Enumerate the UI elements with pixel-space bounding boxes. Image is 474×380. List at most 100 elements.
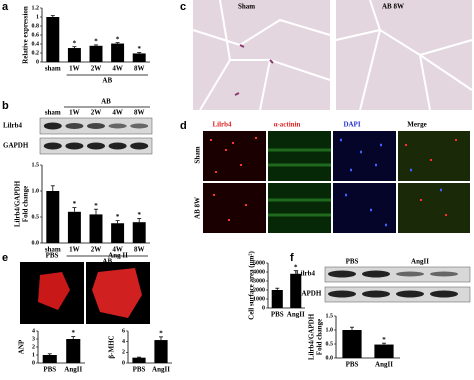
band <box>396 290 424 298</box>
lane-label: 2W <box>91 109 102 117</box>
x-tick-label: AngII <box>152 366 170 374</box>
y-tick-label: 0.0 <box>326 355 334 361</box>
y-tick-label: 4 <box>32 328 35 334</box>
x-tick-label: AngII <box>375 361 393 369</box>
row-label: GAPDH <box>3 142 29 150</box>
micrograph <box>398 131 470 181</box>
y-tick-label: 2 <box>122 350 125 356</box>
nuclei <box>340 138 442 227</box>
y-tick-label: 0 <box>36 59 39 65</box>
cell <box>38 272 70 310</box>
bar <box>111 223 125 243</box>
y-tick-label: 4 <box>122 339 125 345</box>
significance: * <box>73 200 77 208</box>
image-label: PBS <box>46 252 59 260</box>
y-axis-label: Fold change <box>316 319 324 355</box>
bar <box>66 339 81 363</box>
lane-label: sham <box>45 109 61 117</box>
x-tick-label: sham <box>45 65 61 73</box>
bar <box>46 191 60 243</box>
lane-label: 8W <box>134 109 145 117</box>
micrograph <box>268 183 331 233</box>
significance: * <box>73 39 77 47</box>
y-tick-label: 0 <box>122 360 125 366</box>
x-tick-label: AngII <box>64 366 82 374</box>
x-tick-label: PBS <box>43 366 56 374</box>
x-tick-label: PBS <box>133 366 146 374</box>
row-label: Sham <box>194 146 202 163</box>
significance: * <box>294 263 298 271</box>
y-tick-label: 3000 <box>253 278 265 284</box>
bar <box>42 355 57 363</box>
x-tick-label: 1W <box>69 246 80 254</box>
histology: Sham AB 8W <box>192 0 473 111</box>
y-axis-label: Lilrb4/GAPDH <box>14 180 22 227</box>
row-label: GAPDH <box>296 290 322 298</box>
bar <box>46 17 60 62</box>
micrograph <box>398 183 470 233</box>
row-label: AB 8W <box>194 197 202 219</box>
y-tick-label: 0.5 <box>326 341 334 347</box>
y-tick-label: 0.5 <box>32 214 40 220</box>
row-label: Lilrb4 <box>296 270 316 278</box>
significance: * <box>116 213 120 221</box>
x-tick-label: PBS <box>346 361 359 369</box>
y-tick-label: 0.6 <box>32 32 40 38</box>
band <box>430 290 458 298</box>
image-label: Sham <box>238 3 255 11</box>
band <box>130 123 149 129</box>
band <box>87 142 105 150</box>
bar <box>67 211 81 243</box>
y-tick-label: 1.0 <box>326 327 334 333</box>
cell <box>92 268 142 318</box>
y-tick-label: 1.2 <box>32 5 40 11</box>
bar <box>271 290 283 308</box>
group-label: AB <box>102 258 112 266</box>
band <box>362 290 390 298</box>
x-tick-label: 4W <box>112 65 123 73</box>
y-tick-label: 3 <box>32 336 35 342</box>
stain <box>234 44 274 96</box>
lane-label: PBS <box>346 258 359 266</box>
panel-label: f <box>290 252 294 264</box>
y-tick-label: 1.0 <box>32 188 40 194</box>
signal <box>210 137 457 221</box>
y-tick-label: 0 <box>32 360 35 366</box>
panel-label: b <box>2 100 9 112</box>
micrograph <box>193 0 330 110</box>
x-tick-label: 2W <box>91 246 102 254</box>
bar <box>132 222 146 243</box>
band <box>130 142 149 150</box>
bar <box>89 45 103 62</box>
y-tick-label: 5000 <box>253 260 265 266</box>
panel-label: d <box>180 120 187 132</box>
bar <box>132 357 146 363</box>
y-tick-label: 0.2 <box>32 50 40 56</box>
cell-images: PBS Ang II <box>20 252 150 324</box>
micrograph <box>268 131 331 181</box>
band <box>108 123 127 129</box>
y-axis-label: Fold change <box>22 186 30 222</box>
bar <box>89 214 103 243</box>
y-axis-label: Lilrb4/GAPDH <box>308 313 316 360</box>
x-tick-label: 1W <box>69 65 80 73</box>
x-tick-label: sham <box>45 246 61 254</box>
y-tick-label: 0.4 <box>32 41 40 47</box>
significance: * <box>382 336 386 344</box>
column-label: α-actinin <box>274 121 301 129</box>
y-tick-label: 4000 <box>253 269 265 275</box>
blot-b: AB sham 1W 2W 4W 8W Lilrb4 GAPDH <box>3 98 153 155</box>
y-tick-label: 0.0 <box>32 240 40 246</box>
band <box>328 270 356 278</box>
y-tick-label: 2 <box>32 344 35 350</box>
column-label: DAPI <box>343 121 360 129</box>
row-label: Lilrb4 <box>3 122 23 130</box>
x-tick-label: 8W <box>134 246 145 254</box>
panel-label: a <box>2 1 9 13</box>
striation <box>268 148 331 217</box>
band <box>65 123 84 129</box>
significance: * <box>116 35 120 43</box>
significance: * <box>137 45 141 53</box>
panel-label: c <box>180 1 186 13</box>
